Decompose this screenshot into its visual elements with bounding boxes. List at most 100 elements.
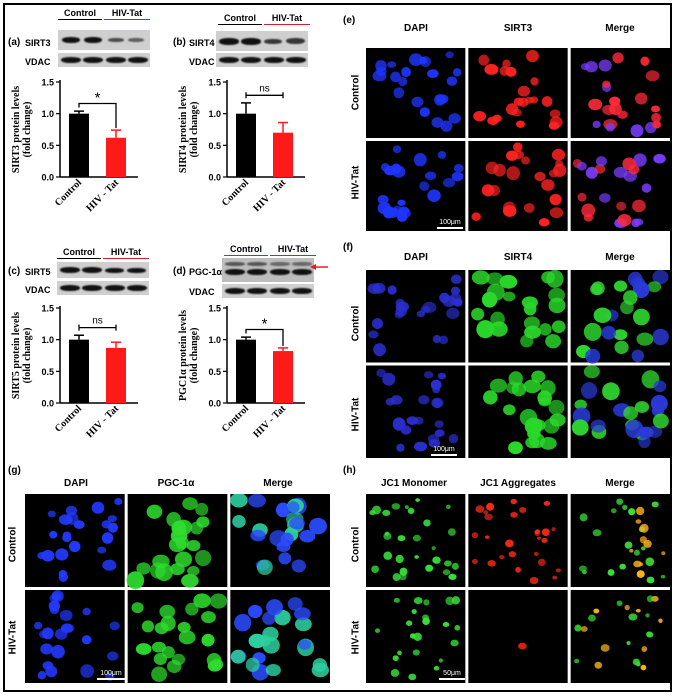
cell <box>438 658 444 663</box>
cell <box>574 658 580 664</box>
cell <box>396 211 408 222</box>
cell <box>602 382 620 401</box>
cell <box>97 546 107 554</box>
cell <box>605 123 615 132</box>
cell <box>549 194 562 206</box>
cell <box>414 555 419 559</box>
cell <box>371 565 380 573</box>
cell <box>412 649 420 656</box>
cell <box>442 569 451 576</box>
cell <box>423 519 431 527</box>
cell <box>266 599 283 616</box>
cell <box>609 96 621 107</box>
cell <box>594 661 603 669</box>
cell <box>588 614 596 622</box>
bar <box>69 113 89 177</box>
cell <box>588 98 603 111</box>
cell <box>433 665 440 671</box>
cell <box>541 537 548 543</box>
cell <box>549 109 561 119</box>
group-label-control-c: Control <box>57 247 101 259</box>
cell <box>114 498 123 505</box>
y-tick-label: 0.0 <box>41 173 54 183</box>
bar <box>69 339 89 403</box>
cell <box>478 54 490 66</box>
western-blot-vdac-c <box>57 281 149 295</box>
cell <box>80 664 94 678</box>
cell <box>419 181 430 191</box>
cell <box>49 605 60 615</box>
cell <box>383 551 393 560</box>
cell <box>525 436 540 449</box>
cell <box>538 396 551 407</box>
cell <box>445 596 454 606</box>
blot-name-vdac-a: VDAC <box>25 57 51 67</box>
cell <box>262 611 276 625</box>
cell <box>434 94 446 106</box>
cell <box>178 630 196 645</box>
cell <box>599 193 611 203</box>
cell <box>506 166 520 181</box>
cell <box>448 573 457 580</box>
group-label-tat-d: HIV-Tat <box>270 244 316 256</box>
cell <box>201 633 215 647</box>
y-tick-label: 1.0 <box>41 109 54 119</box>
cell <box>206 652 222 668</box>
cell <box>633 153 647 167</box>
y-axis-label: SIRT4 protein levels <box>178 86 189 173</box>
significance-bracket <box>245 92 284 99</box>
cell <box>476 320 495 339</box>
cell <box>628 164 640 175</box>
cell <box>619 563 626 570</box>
cell <box>515 566 522 573</box>
cell <box>432 556 441 564</box>
micrograph-svg <box>366 48 670 231</box>
cell <box>151 666 168 682</box>
cell <box>508 441 523 455</box>
y-tick-label: 0.5 <box>208 367 221 377</box>
cell <box>551 527 556 532</box>
cell <box>201 611 216 624</box>
cell <box>552 575 558 580</box>
cell <box>584 61 598 73</box>
y-axis-label: (fold change) <box>189 328 200 384</box>
cell <box>628 508 636 516</box>
cell <box>574 399 587 410</box>
cell <box>141 620 155 633</box>
cell <box>248 633 266 649</box>
x-tick-label: HIV - Tat <box>84 177 121 214</box>
cell <box>248 494 266 508</box>
x-tick-label: HIV - Tat <box>251 177 288 214</box>
cell <box>392 573 401 581</box>
cell <box>404 505 409 510</box>
cell <box>55 548 69 561</box>
cell <box>58 570 68 578</box>
panel-label-h: (h) <box>343 465 356 476</box>
cell <box>412 534 421 542</box>
y-tick-label: 0.5 <box>41 141 54 151</box>
cell <box>81 635 92 645</box>
cell <box>490 311 505 327</box>
cell <box>51 644 65 659</box>
cell <box>545 334 562 349</box>
y-tick-label: 1.5 <box>41 78 54 88</box>
cell <box>411 609 417 615</box>
cell <box>91 501 105 514</box>
significance-bracket <box>78 102 117 129</box>
cell <box>47 510 56 518</box>
cell <box>136 562 151 575</box>
row-label-g-tat: HIV-Tat <box>7 620 19 655</box>
cell <box>416 310 426 318</box>
cell <box>154 622 169 635</box>
cell <box>59 609 73 622</box>
cell <box>39 630 48 639</box>
cell <box>395 554 404 564</box>
y-axis-label: PGC1α protein levels <box>178 310 189 401</box>
micrograph-grid-e <box>366 48 670 231</box>
cell <box>613 166 628 178</box>
cell <box>247 604 263 619</box>
cell <box>431 546 436 551</box>
cell <box>434 420 444 428</box>
cell <box>639 523 649 533</box>
cell <box>641 546 646 551</box>
